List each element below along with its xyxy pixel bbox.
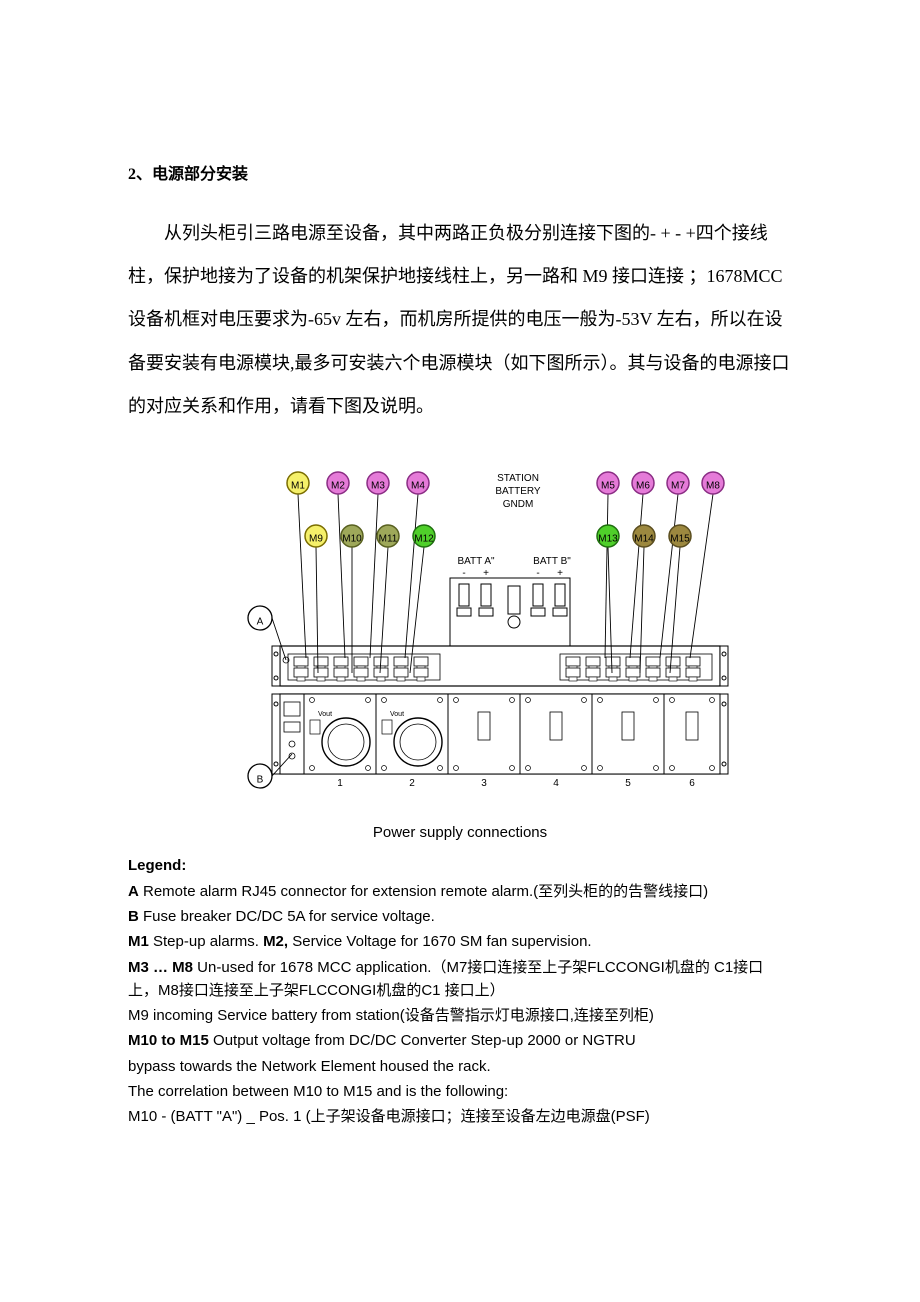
svg-text:+: + <box>557 568 563 579</box>
svg-text:2: 2 <box>409 778 415 789</box>
legend-line: M1 Step-up alarms. M2, Service Voltage f… <box>128 930 792 953</box>
legend-line: A Remote alarm RJ45 connector for extens… <box>128 880 792 903</box>
svg-text:Vout: Vout <box>318 711 332 718</box>
svg-text:5: 5 <box>625 778 631 789</box>
section-heading: 2、电源部分安装 <box>128 160 792 184</box>
legend-line: bypass towards the Network Element house… <box>128 1055 792 1078</box>
power-supply-diagram: Vout 1 Vout 2 3 4 5 6 STATION BATTERY GNDM BATT A" B… <box>180 458 740 818</box>
figure-caption: Power supply connections <box>373 824 547 841</box>
legend-line: M9 incoming Service battery from station… <box>128 1004 792 1027</box>
svg-text:Vout: Vout <box>390 711 404 718</box>
svg-text:STATION: STATION <box>497 473 539 484</box>
svg-text:GNDM: GNDM <box>503 499 534 510</box>
svg-text:6: 6 <box>689 778 695 789</box>
legend-line: M10 to M15 Output voltage from DC/DC Con… <box>128 1029 792 1052</box>
svg-text:+: + <box>483 568 489 579</box>
svg-text:4: 4 <box>553 778 559 789</box>
svg-text:3: 3 <box>481 778 487 789</box>
legend-line: M3 … M8 Un-used for 1678 MCC application… <box>128 956 792 1003</box>
body-paragraph: 从列头柜引三路电源至设备，其中两路正负极分别连接下图的- + - +四个接线柱，… <box>128 212 792 428</box>
svg-text:BATTERY: BATTERY <box>495 486 541 497</box>
legend-line: M10 - (BATT "A") _ Pos. 1 (上子架设备电源接口；连接至… <box>128 1105 792 1128</box>
legend-block: A Remote alarm RJ45 connector for extens… <box>128 880 792 1129</box>
svg-text:-: - <box>536 568 539 579</box>
svg-text:BATT A": BATT A" <box>457 556 495 567</box>
svg-text:-: - <box>462 568 465 579</box>
figure-container: Vout 1 Vout 2 3 4 5 6 STATION BATTERY GNDM BATT A" B… <box>128 458 792 849</box>
svg-text:BATT B": BATT B" <box>533 556 571 567</box>
legend-line: The correlation between M10 to M15 and i… <box>128 1080 792 1103</box>
legend-title: Legend: <box>128 857 792 874</box>
svg-text:1: 1 <box>337 778 343 789</box>
legend-line: B Fuse breaker DC/DC 5A for service volt… <box>128 905 792 928</box>
